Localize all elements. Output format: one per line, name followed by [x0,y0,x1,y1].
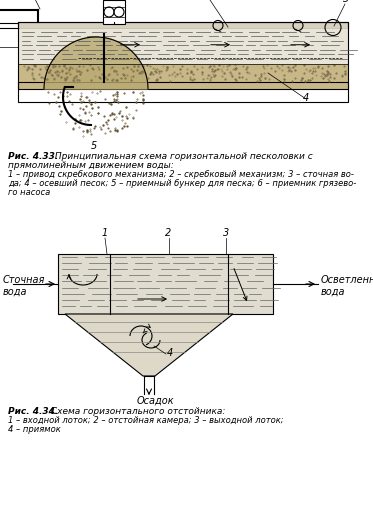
Text: 4: 4 [167,348,173,358]
Bar [58,254,273,314]
Text: Схема горизонтального отстойника:: Схема горизонтального отстойника: [48,407,225,416]
Text: 4 – приямок: 4 – приямок [8,425,61,434]
Text: 5: 5 [91,141,97,151]
Text: прямолинейным движением воды:: прямолинейным движением воды: [8,161,174,170]
Text: 3: 3 [343,0,349,4]
Text: го насоса: го насоса [8,188,50,197]
Polygon shape [65,314,233,376]
Bar [18,82,348,89]
Text: Осадок: Осадок [137,396,175,406]
Text: 2: 2 [165,228,171,238]
Bar [18,29,348,64]
Text: да; 4 – осевший песок; 5 – приемный бункер для песка; 6 – приемник грязево-: да; 4 – осевший песок; 5 – приемный бунк… [8,179,356,188]
Text: 3: 3 [223,228,229,238]
Text: Рис. 4.33.: Рис. 4.33. [8,152,58,161]
Text: 1 – входной лоток; 2 – отстойная камера; 3 – выходной лоток;: 1 – входной лоток; 2 – отстойная камера;… [8,416,283,425]
Text: 4: 4 [303,93,309,103]
Bar [103,0,125,24]
Bar [18,64,348,82]
Text: Рис. 4.34.: Рис. 4.34. [8,407,58,416]
Text: Осветленная
вода: Осветленная вода [321,275,373,297]
Bar [18,22,348,29]
Polygon shape [44,37,148,89]
Text: 1 – привод скребкового механизма; 2 – скребковый механизм; 3 – сточная во-: 1 – привод скребкового механизма; 2 – ск… [8,170,354,179]
Text: Принципиальная схема горизонтальной песколовки с: Принципиальная схема горизонтальной песк… [52,152,313,161]
Bar [58,254,273,314]
Text: Сточная
вода: Сточная вода [3,275,46,297]
Bar [18,22,348,102]
Text: 1: 1 [102,228,108,238]
